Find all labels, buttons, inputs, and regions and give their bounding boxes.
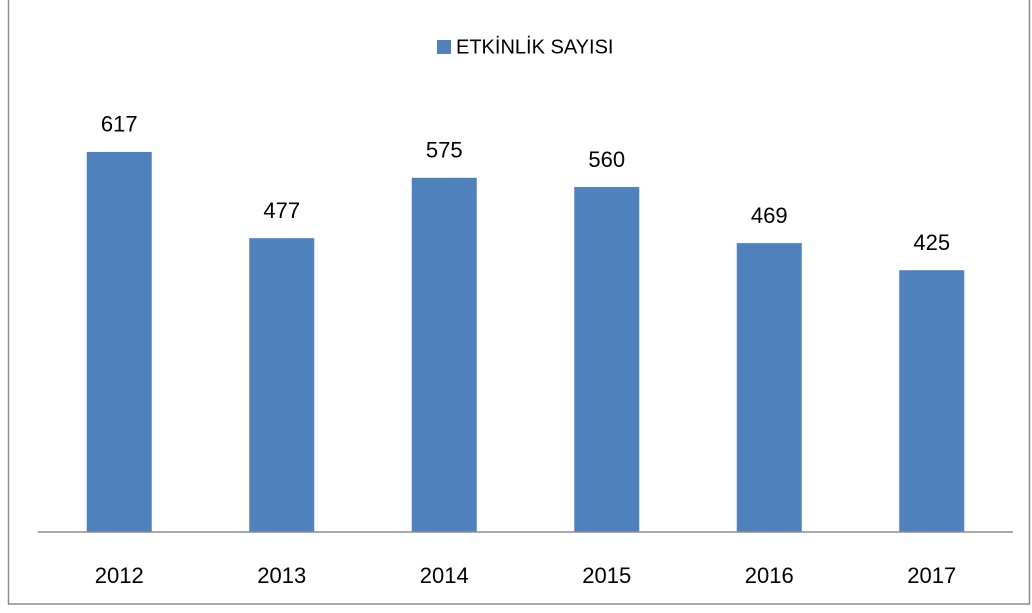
x-tick-label: 2016	[745, 563, 794, 588]
bar	[574, 187, 640, 533]
chart-frame	[7, 0, 1031, 605]
x-tick-label: 2015	[582, 563, 631, 588]
x-tick-label: 2013	[257, 563, 306, 588]
legend-swatch	[437, 40, 451, 54]
x-tick-label: 2012	[95, 563, 144, 588]
bar	[899, 270, 965, 532]
data-label: 469	[751, 203, 788, 228]
bar	[249, 238, 315, 532]
legend-label: ETKİNLİK SAYISI	[456, 35, 613, 58]
x-tick-label: 2017	[907, 563, 956, 588]
bar	[411, 177, 477, 533]
data-label: 425	[913, 230, 950, 255]
data-label: 560	[588, 147, 625, 172]
bar	[736, 243, 802, 532]
data-label: 575	[426, 138, 463, 163]
x-tick-label: 2014	[420, 563, 469, 588]
bar	[86, 151, 152, 533]
data-label: 477	[263, 198, 300, 223]
data-label: 617	[101, 112, 138, 137]
